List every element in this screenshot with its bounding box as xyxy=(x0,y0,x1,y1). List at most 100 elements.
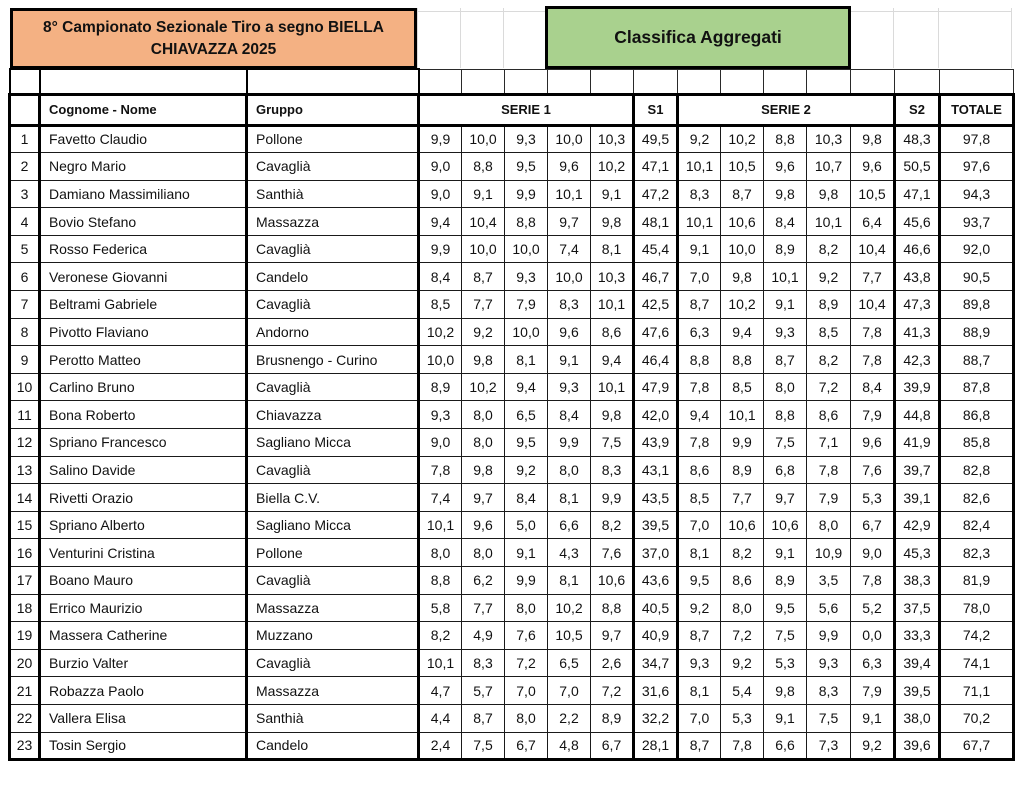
s1-total-cell: 48,1 xyxy=(632,207,679,236)
table-row: 4 Bovio Stefano Massazza 9,4 10,4 8,8 9,7 9,8 48… xyxy=(8,207,1015,236)
score-cell: 6,5 xyxy=(547,648,591,678)
spacer-cell xyxy=(590,68,634,95)
spacer-cell xyxy=(504,68,548,95)
rank-cell: 16 xyxy=(8,538,41,567)
score-cell: 9,8 xyxy=(806,179,851,209)
score-cell: 9,4 xyxy=(720,317,764,347)
score-cell: 9,7 xyxy=(461,483,505,512)
table-row: 21 Robazza Paolo Massazza 4,7 5,7 7,0 7,0 7,2 31… xyxy=(8,676,1015,705)
s1-total-cell: 47,9 xyxy=(632,372,679,402)
score-cell: 7,2 xyxy=(590,676,634,705)
score-cell: 8,8 xyxy=(590,593,634,623)
score-cell: 8,8 xyxy=(504,207,548,236)
s2-total-cell: 41,3 xyxy=(893,317,941,347)
score-cell: 9,1 xyxy=(504,538,548,567)
score-cell: 8,7 xyxy=(677,290,721,319)
score-cell: 10,0 xyxy=(504,317,548,347)
score-cell: 8,3 xyxy=(806,676,851,705)
score-cell: 10,0 xyxy=(504,234,548,264)
score-cell: 7,6 xyxy=(850,455,895,485)
score-cell: 9,0 xyxy=(850,538,895,567)
s2-total-cell: 38,0 xyxy=(893,703,941,733)
group-cell: Brusnengo - Curino xyxy=(246,345,420,374)
spacer-cell xyxy=(939,68,1014,95)
score-cell: 8,5 xyxy=(677,483,721,512)
score-cell: 9,8 xyxy=(763,676,807,705)
score-cell: 6,7 xyxy=(504,731,548,762)
score-cell: 10,2 xyxy=(547,593,591,623)
score-cell: 7,0 xyxy=(677,703,721,733)
score-cell: 9,9 xyxy=(590,483,634,512)
score-cell: 10,1 xyxy=(677,152,721,181)
score-cell: 8,5 xyxy=(720,372,764,402)
score-cell: 9,2 xyxy=(850,731,895,762)
score-cell: 10,0 xyxy=(547,262,591,292)
score-cell: 8,9 xyxy=(720,455,764,485)
score-cell: 10,1 xyxy=(720,400,764,430)
total-cell: 89,8 xyxy=(939,290,1015,319)
score-cell: 4,3 xyxy=(547,538,591,567)
score-cell: 6,7 xyxy=(850,510,895,540)
rank-cell: 1 xyxy=(8,124,41,154)
score-cell: 8,6 xyxy=(720,566,764,595)
total-cell: 85,8 xyxy=(939,428,1015,457)
score-cell: 8,0 xyxy=(763,372,807,402)
score-cell: 8,1 xyxy=(590,234,634,264)
name-cell: Burzio Valter xyxy=(39,648,248,678)
table-row: 14 Rivetti Orazio Biella C.V. 7,4 9,7 8,4 8,1 9… xyxy=(8,483,1015,512)
name-cell: Beltrami Gabriele xyxy=(39,290,248,319)
rank-cell: 3 xyxy=(8,179,41,209)
score-cell: 7,9 xyxy=(806,483,851,512)
s1-total-cell: 46,7 xyxy=(632,262,679,292)
header-serie2: SERIE 2 xyxy=(677,92,896,127)
s1-total-cell: 31,6 xyxy=(632,676,679,705)
s2-total-cell: 45,3 xyxy=(893,538,941,567)
score-cell: 7,5 xyxy=(763,621,807,650)
header-totale: TOTALE xyxy=(939,92,1015,127)
score-cell: 5,3 xyxy=(763,648,807,678)
header-rank xyxy=(8,92,41,127)
rank-cell: 19 xyxy=(8,621,41,650)
group-cell: Cavaglià xyxy=(246,234,420,264)
score-cell: 8,0 xyxy=(547,455,591,485)
group-cell: Muzzano xyxy=(246,621,420,650)
score-cell: 8,1 xyxy=(504,345,548,374)
name-cell: Tosin Sergio xyxy=(39,731,248,762)
score-cell: 8,7 xyxy=(763,345,807,374)
name-cell: Errico Maurizio xyxy=(39,593,248,623)
name-cell: Vallera Elisa xyxy=(39,703,248,733)
score-cell: 8,2 xyxy=(720,538,764,567)
score-cell: 8,4 xyxy=(418,262,462,292)
s1-total-cell: 47,2 xyxy=(632,179,679,209)
score-cell: 9,4 xyxy=(418,207,462,236)
score-cell: 10,4 xyxy=(461,207,505,236)
score-cell: 10,2 xyxy=(590,152,634,181)
gridline xyxy=(1011,8,1012,68)
score-cell: 9,1 xyxy=(763,290,807,319)
name-cell: Massera Catherine xyxy=(39,621,248,650)
total-cell: 97,6 xyxy=(939,152,1015,181)
s1-total-cell: 28,1 xyxy=(632,731,679,762)
score-cell: 10,6 xyxy=(763,510,807,540)
total-cell: 70,2 xyxy=(939,703,1015,733)
s2-total-cell: 39,5 xyxy=(893,676,941,705)
group-cell: Massazza xyxy=(246,207,420,236)
score-cell: 8,9 xyxy=(590,703,634,733)
score-cell: 9,1 xyxy=(677,234,721,264)
score-cell: 9,8 xyxy=(763,179,807,209)
rank-cell: 20 xyxy=(8,648,41,678)
score-cell: 9,1 xyxy=(547,345,591,374)
score-cell: 8,1 xyxy=(547,566,591,595)
table-row: 18 Errico Maurizio Massazza 5,8 7,7 8,0 10,2 8,… xyxy=(8,593,1015,623)
score-cell: 7,0 xyxy=(504,676,548,705)
score-cell: 10,3 xyxy=(806,124,851,154)
s1-total-cell: 39,5 xyxy=(632,510,679,540)
group-cell: Cavaglià xyxy=(246,152,420,181)
score-cell: 9,3 xyxy=(418,400,462,430)
name-cell: Bovio Stefano xyxy=(39,207,248,236)
score-cell: 9,2 xyxy=(504,455,548,485)
total-cell: 88,7 xyxy=(939,345,1015,374)
group-cell: Pollone xyxy=(246,538,420,567)
score-cell: 8,7 xyxy=(677,621,721,650)
score-cell: 10,1 xyxy=(418,510,462,540)
